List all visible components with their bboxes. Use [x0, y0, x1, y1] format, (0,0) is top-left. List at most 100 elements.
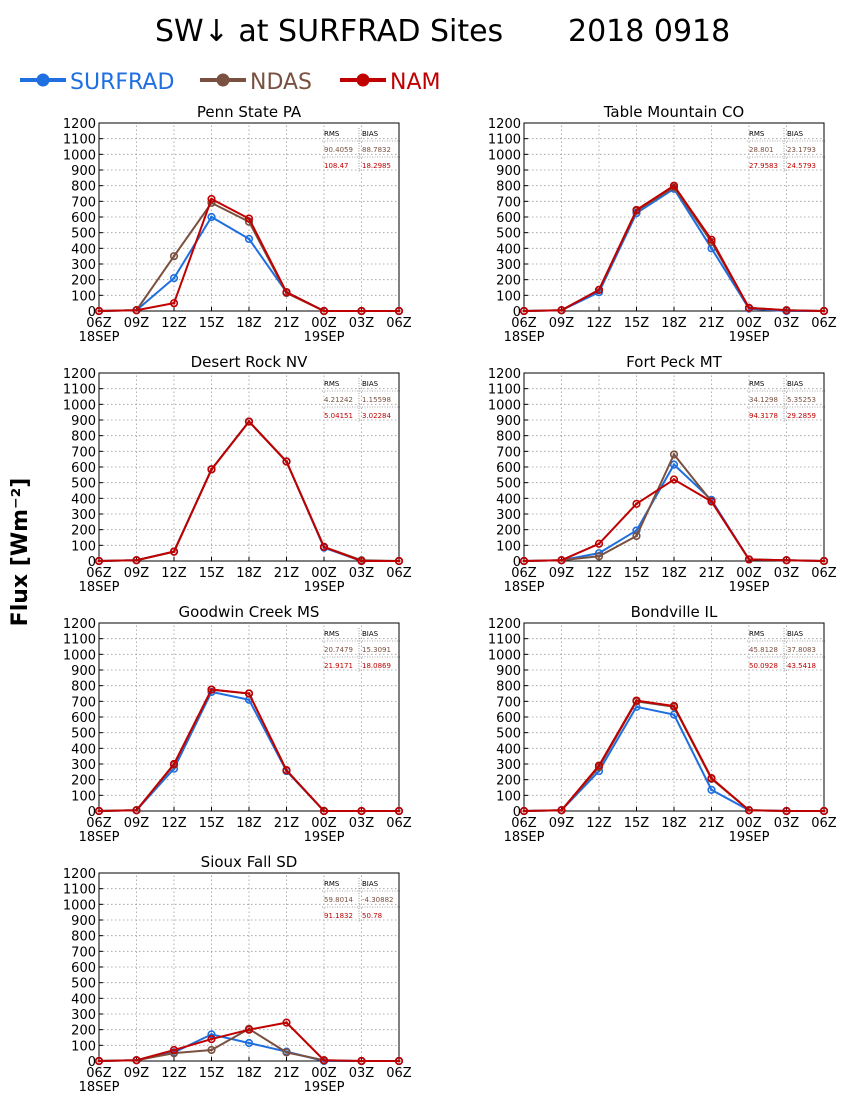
panel-title: Penn State PA [197, 103, 302, 121]
data-point-nam [394, 1056, 404, 1066]
figure-title: SW↓ at SURFRAD Sites [155, 14, 503, 49]
panel-title: Bondville IL [631, 603, 718, 621]
data-point-nam [744, 555, 754, 564]
panel-title: Desert Rock NV [191, 353, 308, 371]
y-tick-label: 1200 [63, 617, 96, 632]
data-point-dot [135, 558, 138, 562]
data-point-dot [397, 559, 401, 563]
data-point-nam [819, 556, 829, 566]
y-tick-label: 300 [71, 758, 96, 773]
data-point-dot [247, 237, 251, 241]
stats-header-rms: RMS [749, 130, 765, 138]
series-nam [519, 181, 829, 316]
y-tick-label: 700 [71, 695, 96, 710]
y-tick-label: 800 [71, 180, 96, 195]
data-point-dot [247, 217, 251, 220]
stats-nam-rms: 108.47 [324, 162, 349, 170]
data-point-nam [744, 303, 754, 312]
data-point-nam [669, 475, 679, 484]
stats-ndas-rms: 4.21242 [324, 396, 353, 404]
data-point-nam [394, 306, 404, 316]
y-tick-label: 700 [496, 695, 521, 710]
y-tick-label: 400 [496, 742, 521, 757]
x-tick-label: 06Z [86, 566, 112, 581]
y-tick-label: 900 [496, 414, 521, 429]
data-point-dot [285, 290, 288, 294]
data-point-dot [785, 558, 788, 562]
data-point-nam [282, 457, 291, 466]
x-tick-label: 09Z [124, 316, 150, 331]
y-tick-label: 400 [71, 992, 96, 1007]
legend-label: NDAS [250, 70, 312, 95]
y-tick-label: 300 [71, 508, 96, 523]
data-point-nam [632, 696, 641, 705]
data-point-dot [97, 809, 101, 813]
data-point-nam [594, 285, 604, 294]
data-point-dot [672, 453, 676, 456]
data-point-dot [560, 558, 563, 562]
data-point-dot [710, 500, 713, 503]
data-point-dot [710, 788, 713, 792]
stats-ndas-rms: 45.8128 [749, 646, 778, 654]
x-tick-label: 09Z [124, 566, 150, 581]
x-date-label: 19SEP [304, 330, 345, 345]
series-nam [94, 194, 404, 316]
x-tick-label: 03Z [349, 816, 375, 831]
x-tick-label: 06Z [386, 816, 412, 831]
stats-nam-rms: 91.1832 [324, 912, 353, 920]
data-point-nam [394, 806, 404, 816]
x-tick-label: 03Z [774, 316, 800, 331]
stats-nam-bias: 29.2859 [787, 412, 816, 420]
y-tick-label: 1200 [63, 117, 96, 132]
stats-ndas-bias: 88.7832 [362, 146, 391, 154]
x-tick-label: 06Z [386, 1066, 412, 1081]
x-tick-label: 15Z [199, 566, 225, 581]
data-point-dot [135, 1058, 138, 1062]
data-point-nam [207, 1034, 216, 1044]
x-tick-label: 06Z [811, 316, 837, 331]
x-tick-label: 06Z [511, 316, 537, 331]
x-date-label: 19SEP [729, 580, 770, 595]
data-point-dot [285, 460, 288, 463]
data-point-dot [210, 1048, 213, 1052]
data-point-nam [782, 556, 791, 565]
figure-date: 2018 0918 [568, 14, 730, 49]
y-tick-label: 1200 [488, 367, 521, 382]
data-point-dot [672, 463, 676, 467]
x-tick-label: 18Z [236, 566, 262, 581]
data-point-nam [557, 806, 566, 815]
stats-ndas-bias: 15.3091 [362, 646, 391, 654]
data-point-dot [672, 184, 676, 188]
y-tick-label: 700 [496, 195, 521, 210]
x-tick-label: 00Z [311, 816, 337, 831]
stats-header-bias: BIAS [787, 130, 804, 138]
panel-goodwin-creek-ms: Goodwin Creek MS 010020030040050060070080… [63, 603, 412, 845]
x-tick-label: 21Z [274, 1066, 300, 1081]
x-tick-label: 15Z [624, 316, 650, 331]
y-tick-label: 200 [496, 524, 521, 539]
y-tick-label: 800 [496, 430, 521, 445]
data-point-dot [360, 309, 363, 313]
data-point-dot [635, 534, 638, 538]
series-nam [94, 1018, 404, 1066]
data-point-nam [132, 306, 141, 315]
y-tick-label: 500 [71, 477, 96, 492]
data-point-nam [282, 1018, 291, 1027]
y-tick-label: 1000 [63, 648, 96, 663]
y-tick-label: 300 [71, 1008, 96, 1023]
stats-header-rms: RMS [324, 380, 340, 388]
y-tick-label: 800 [71, 680, 96, 695]
data-point-nam [132, 1056, 141, 1065]
x-tick-label: 00Z [311, 1066, 337, 1081]
panel-bondville-il: Bondville IL 0100200300400500600700800900… [488, 603, 837, 845]
stats-header-bias: BIAS [362, 880, 379, 888]
data-point-dot [522, 809, 526, 813]
data-point-nam [207, 465, 216, 474]
y-tick-label: 1200 [488, 117, 521, 132]
data-point-dot [172, 254, 176, 258]
y-tick-label: 500 [71, 227, 96, 242]
stats-header-bias: BIAS [362, 130, 379, 138]
data-point-dot [135, 308, 138, 312]
legend-item-surfrad: SURFRAD [20, 70, 174, 95]
x-tick-label: 15Z [199, 1066, 225, 1081]
